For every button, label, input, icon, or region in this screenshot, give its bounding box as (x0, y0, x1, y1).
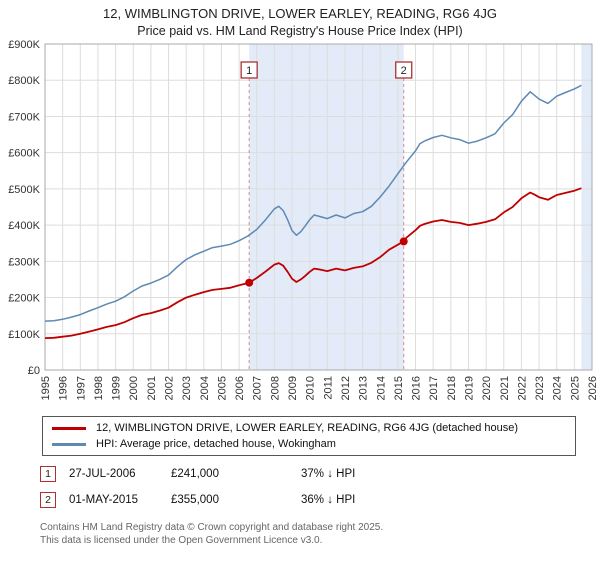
sale-annotation-2: 2 01-MAY-2015 £355,000 36% ↓ HPI (40, 492, 600, 508)
sale-number: 2 (401, 65, 407, 77)
sale-number-box (240, 61, 258, 79)
x-axis-tick-label: 2011 (322, 376, 334, 400)
legend-label-hpi: HPI: Average price, detached house, Woki… (96, 438, 336, 450)
x-axis-tick-label: 2017 (428, 376, 440, 400)
sale-1-price: £241,000 (171, 468, 219, 480)
x-axis-tick-label: 1999 (111, 376, 123, 400)
x-axis-tick-label: 2001 (146, 376, 158, 400)
legend-item-property: 12, WIMBLINGTON DRIVE, LOWER EARLEY, REA… (52, 422, 566, 434)
x-axis-tick-label: 2021 (499, 376, 511, 400)
sale-annotation-1: 1 27-JUL-2006 £241,000 37% ↓ HPI (40, 466, 600, 482)
x-axis-tick-label: 2016 (411, 376, 423, 400)
sale-marker (245, 278, 254, 287)
hpi-line (44, 84, 582, 322)
y-axis-tick-label: £400K (8, 220, 40, 232)
x-axis-tick-label: 2000 (128, 376, 140, 400)
x-axis-tick-label: 2023 (534, 376, 546, 400)
y-axis-tick-label: £600K (8, 148, 40, 160)
sale-2-date: 01-MAY-2015 (69, 494, 139, 506)
x-axis-tick-label: 2004 (199, 376, 211, 400)
y-axis-tick-label: £700K (8, 111, 40, 123)
x-axis-tick-label: 1997 (75, 376, 87, 400)
y-axis-tick-label: £200K (8, 293, 40, 305)
x-axis-tick-label: 1998 (93, 376, 105, 400)
sale-2-hpi-delta: 36% ↓ HPI (301, 494, 356, 506)
price-history-chart: 1995 1996 1997 1998 1999 2000 2001 2002 2003 2004… (8, 40, 599, 400)
sale-marker (399, 237, 408, 246)
x-axis-tick-label: 1995 (40, 376, 52, 400)
y-axis-tick-label: £0 (28, 365, 40, 377)
y-axis-tick-label: £900K (8, 40, 40, 51)
x-axis-tick-label: 2010 (305, 376, 317, 400)
x-axis-tick-label: 2013 (358, 376, 370, 400)
property-price-line (44, 187, 582, 339)
page: 12, WIMBLINGTON DRIVE, LOWER EARLEY, REA… (0, 6, 600, 547)
x-axis-tick-label: 2014 (375, 376, 387, 400)
sale-number: 1 (246, 65, 252, 77)
y-axis-tick-label: £100K (8, 329, 40, 341)
x-axis-tick-label: 2012 (340, 376, 352, 400)
x-axis-tick-label: 2026 (587, 376, 599, 400)
x-axis-tick-label: 2020 (481, 376, 493, 400)
sale-1-hpi-delta: 37% ↓ HPI (301, 468, 356, 480)
x-axis-tick-label: 2006 (234, 376, 246, 400)
legend: 12, WIMBLINGTON DRIVE, LOWER EARLEY, REA… (42, 416, 576, 456)
sale-number-box (395, 61, 413, 79)
x-axis-tick-label: 2019 (463, 376, 475, 400)
x-axis-tick-label: 2002 (164, 376, 176, 400)
legend-label-property: 12, WIMBLINGTON DRIVE, LOWER EARLEY, REA… (96, 422, 519, 434)
sale-1-date: 27-JUL-2006 (69, 468, 136, 480)
x-axis-tick-label: 2018 (446, 376, 458, 400)
x-axis-tick-label: 2009 (287, 376, 299, 400)
page-subtitle: Price paid vs. HM Land Registry's House … (137, 24, 463, 38)
plot-border (44, 43, 593, 371)
sale-2-price: £355,000 (171, 494, 219, 506)
footer-line-2: This data is licensed under the Open Gov… (40, 535, 323, 547)
x-axis-tick-label: 2015 (393, 376, 405, 400)
license-note: Contains HM Land Registry data © Crown c… (40, 521, 600, 547)
sale-2-number-box: 2 (40, 492, 56, 508)
hpi-shaded-band (249, 44, 404, 370)
x-axis-tick-label: 2008 (269, 376, 281, 400)
hpi-line-swatch (52, 442, 86, 446)
page-title: 12, WIMBLINGTON DRIVE, LOWER EARLEY, REA… (103, 6, 497, 21)
legend-item-hpi: HPI: Average price, detached house, Woki… (52, 438, 566, 450)
x-axis-tick-label: 2005 (216, 376, 228, 400)
y-axis-tick-label: £300K (8, 256, 40, 268)
x-axis-tick-label: 2003 (181, 376, 193, 400)
x-axis-tick-label: 2022 (516, 376, 528, 400)
property-line-swatch (52, 426, 86, 430)
x-axis-tick-label: 2024 (552, 376, 564, 400)
x-axis-tick-label: 2007 (252, 376, 264, 400)
y-axis-tick-label: £800K (8, 75, 40, 87)
x-axis-tick-label: 2025 (569, 376, 581, 400)
x-axis-tick-label: 1996 (58, 376, 70, 400)
hpi-shaded-band (581, 44, 592, 370)
sale-1-number-box: 1 (40, 466, 56, 482)
footer-line-1: Contains HM Land Registry data © Crown c… (40, 522, 384, 533)
y-axis-tick-label: £500K (8, 184, 40, 196)
